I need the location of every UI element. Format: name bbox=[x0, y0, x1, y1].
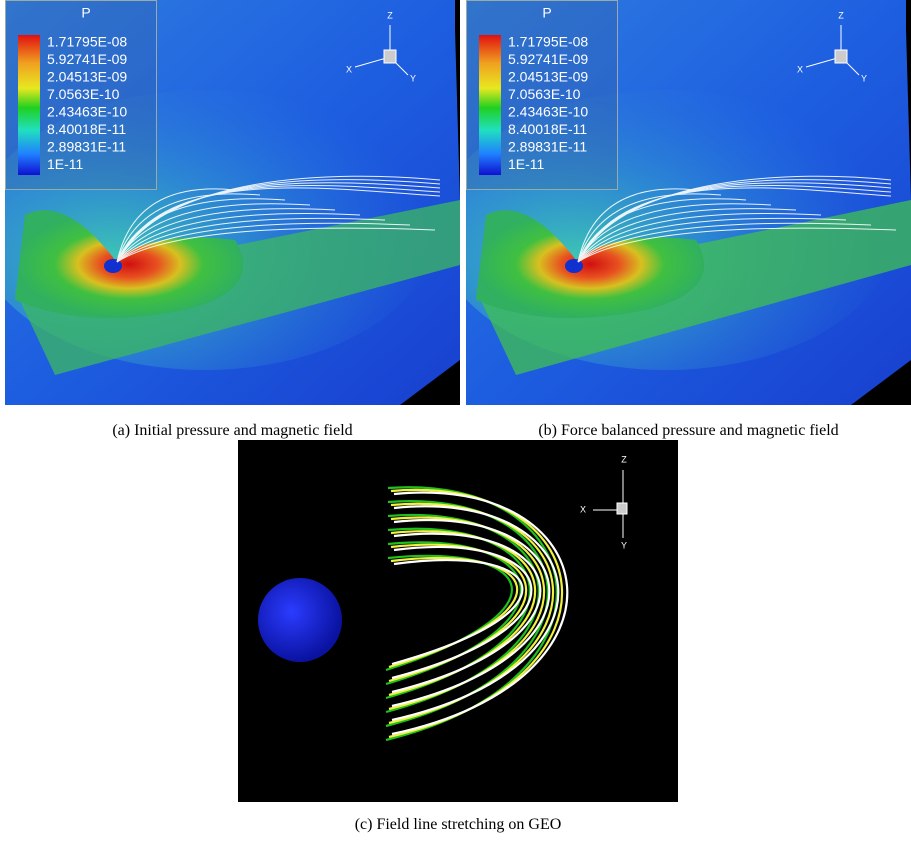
legend-label: 5.92741E-09 bbox=[508, 51, 588, 67]
panel-a: Z X Y P 1.71795E-085.92741E-09 2.04513E-097.0… bbox=[5, 0, 460, 405]
axis-triad bbox=[805, 25, 860, 76]
axis-label: X bbox=[580, 504, 586, 514]
legend-label: 7.0563E-10 bbox=[47, 86, 120, 102]
legend-label: 5.92741E-09 bbox=[47, 51, 127, 67]
axis-label: Y bbox=[410, 73, 416, 83]
caption: (b) Force balanced pressure and magnetic… bbox=[538, 422, 839, 439]
legend-label: 2.89831E-11 bbox=[508, 139, 587, 155]
earth bbox=[258, 578, 342, 662]
legend-label: 2.04513E-09 bbox=[508, 69, 588, 85]
legend-title: P bbox=[81, 5, 90, 21]
hot-region bbox=[476, 210, 705, 318]
legend-label: 8.40018E-11 bbox=[508, 121, 587, 137]
legend-label: 2.43463E-10 bbox=[508, 104, 588, 120]
legend-label: 2.04513E-09 bbox=[47, 69, 127, 85]
axis-label: Z bbox=[621, 454, 627, 464]
color-bar bbox=[479, 35, 501, 175]
axis-label: X bbox=[346, 64, 352, 74]
panel-b: Z X Y P 1.71795E-085.92741E-09 2.04513E-097.0… bbox=[466, 0, 911, 405]
field-lines bbox=[116, 175, 441, 263]
earth bbox=[565, 259, 583, 273]
field-lines bbox=[385, 486, 569, 742]
lower-dark bbox=[851, 360, 911, 405]
earth bbox=[104, 259, 122, 273]
legend-label: 2.89831E-11 bbox=[47, 139, 126, 155]
field-lines bbox=[577, 175, 897, 263]
lower-dark bbox=[400, 360, 460, 405]
equatorial-plane bbox=[15, 200, 460, 375]
axis-label: Z bbox=[387, 10, 393, 20]
axis-triad bbox=[593, 470, 628, 538]
axis-triad bbox=[354, 25, 409, 76]
legend-title: P bbox=[542, 5, 551, 21]
axis-label: Z bbox=[838, 10, 844, 20]
color-bar bbox=[18, 35, 40, 175]
legend-label: 8.40018E-11 bbox=[47, 121, 126, 137]
legend-label: 7.0563E-10 bbox=[508, 86, 581, 102]
panel-c: Z X Y bbox=[238, 440, 678, 802]
legend-label: 1E-11 bbox=[508, 156, 545, 172]
hot-region bbox=[15, 210, 244, 318]
legend-label: 2.43463E-10 bbox=[47, 104, 127, 120]
axis-label: X bbox=[797, 64, 803, 74]
legend-label: 1.71795E-08 bbox=[47, 34, 127, 50]
legend-label: 1.71795E-08 bbox=[508, 34, 588, 50]
caption: (a) Initial pressure and magnetic field bbox=[112, 422, 353, 439]
caption: (c) Field line stretching on GEO bbox=[354, 816, 562, 833]
legend-label: 1E-11 bbox=[47, 156, 84, 172]
axis-label: Y bbox=[621, 540, 627, 550]
axis-label: Y bbox=[861, 73, 867, 83]
